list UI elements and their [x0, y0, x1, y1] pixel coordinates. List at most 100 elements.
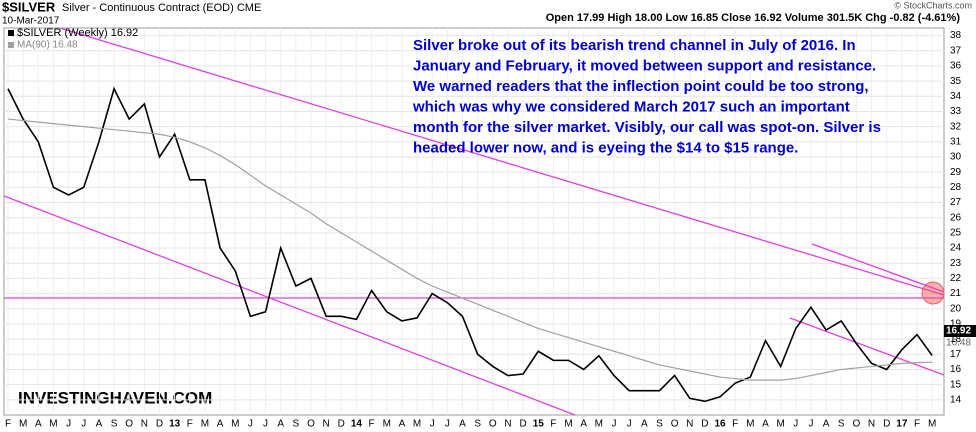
x-tick-label: J [430, 419, 435, 430]
x-tick-label: O [671, 419, 679, 430]
y-tick-label: 28 [950, 182, 962, 193]
x-tick-label: F [732, 419, 738, 430]
y-tick-label: 31 [950, 136, 962, 147]
x-tick-label: M [595, 419, 603, 430]
x-tick-label: A [641, 419, 648, 430]
y-tick-label: 15 [950, 379, 962, 390]
annotation-line: headed lower now, and is eyeing the $14 … [413, 139, 798, 156]
y-tick-label: 38 [950, 30, 962, 41]
x-tick-label: A [35, 419, 42, 430]
highlight-circle [921, 281, 945, 305]
x-tick-label: M [201, 419, 209, 430]
y-tick-label: 22 [950, 273, 962, 284]
y-tick-label: 18 [950, 334, 962, 345]
x-tick-label: D [701, 419, 708, 430]
subtitle: Silver - Continuous Contract (EOD) CME [62, 2, 261, 14]
watermark: INVESTINGHAVEN.COM [18, 388, 212, 407]
upper-channel [59, 27, 945, 296]
x-tick-label: M [413, 419, 421, 430]
x-tick-label: D [519, 419, 526, 430]
x-tick-label: F [550, 419, 556, 430]
x-tick-label: J [793, 419, 798, 430]
x-tick-label: A [399, 419, 406, 430]
x-tick-label: O [307, 419, 315, 430]
y-tick-label: 21 [950, 288, 962, 299]
legend-swatch [8, 30, 14, 36]
x-tick-label: A [277, 419, 284, 430]
x-tick-label: S [474, 419, 481, 430]
y-tick-label: 27 [950, 197, 962, 208]
x-tick-label: S [838, 419, 845, 430]
price-line [7, 86, 933, 403]
x-tick-label: J [66, 419, 71, 430]
x-tick-label: 17 [896, 419, 908, 430]
x-tick-label: J [612, 419, 617, 430]
price-tag: 16.92 [946, 326, 971, 337]
y-tick-label: 33 [950, 106, 962, 117]
x-tick-label: 15 [533, 419, 545, 430]
y-tick-label: 30 [950, 152, 962, 163]
x-tick-label: O [489, 419, 497, 430]
legend-swatch [8, 42, 14, 48]
x-tick-label: N [323, 419, 330, 430]
x-tick-label: A [459, 419, 466, 430]
date: 10-Mar-2017 [2, 16, 60, 27]
trend-lines [3, 27, 945, 416]
x-tick-label: D [883, 419, 890, 430]
x-tick-label: M [383, 419, 391, 430]
x-tick-label: 13 [169, 419, 181, 430]
x-tick-label: J [263, 419, 268, 430]
x-tick-label: M [776, 419, 784, 430]
x-tick-label: S [111, 419, 118, 430]
x-tick-label: 16 [714, 419, 726, 430]
x-tick-label: O [853, 419, 861, 430]
x-tick-label: M [49, 419, 57, 430]
annotation-line: which was why we considered March 2017 s… [412, 98, 850, 115]
x-tick-label: S [293, 419, 300, 430]
x-tick-label: J [81, 419, 86, 430]
legend-label: $SILVER (Weekly) 16.92 [17, 27, 138, 39]
x-tick-label: D [338, 419, 345, 430]
x-tick-label: M [564, 419, 572, 430]
x-tick-label: F [5, 419, 11, 430]
x-tick-label: A [823, 419, 830, 430]
y-tick-label: 17 [950, 349, 962, 360]
symbol: $SILVER [2, 0, 56, 14]
x-tick-label: J [808, 419, 813, 430]
y-tick-label: 19 [950, 319, 962, 330]
x-tick-label: O [125, 419, 133, 430]
annotation-line: We warned readers that the inflection po… [413, 78, 869, 95]
x-tick-label: J [248, 419, 253, 430]
price-tag-bg [944, 325, 976, 337]
ma-tag: 16.48 [946, 338, 971, 349]
y-tick-label: 32 [950, 121, 962, 132]
lower-channel [3, 195, 576, 416]
x-tick-label: N [504, 419, 511, 430]
y-tick-label: 20 [950, 303, 962, 314]
credit: © StockCharts.com [894, 0, 972, 10]
y-tick-label: 29 [950, 167, 962, 178]
x-tick-label: F [369, 419, 375, 430]
y-tick-label: 34 [950, 91, 962, 102]
y-tick-label: 26 [950, 212, 962, 223]
annotation-line: month for the silver market. Visibly, ou… [413, 119, 881, 136]
x-tick-label: A [762, 419, 769, 430]
y-tick-label: 24 [950, 243, 962, 254]
y-tick-label: 37 [950, 45, 962, 56]
x-tick-label: N [868, 419, 875, 430]
y-tick-label: 35 [950, 76, 962, 87]
x-tick-label: A [217, 419, 224, 430]
new-lower [789, 317, 945, 376]
y-tick-label: 16 [950, 364, 962, 375]
x-tick-label: S [656, 419, 663, 430]
x-tick-label: N [141, 419, 148, 430]
x-tick-label: M [231, 419, 239, 430]
y-tick-label: 23 [950, 258, 962, 269]
y-tick-label: 14 [950, 394, 962, 405]
x-tick-label: M [928, 419, 936, 430]
annotation-line: January and February, it moved between s… [413, 57, 876, 74]
x-tick-label: M [746, 419, 754, 430]
x-tick-label: F [914, 419, 920, 430]
x-tick-label: N [686, 419, 693, 430]
legend-label: MA(90) 16.48 [17, 40, 78, 51]
